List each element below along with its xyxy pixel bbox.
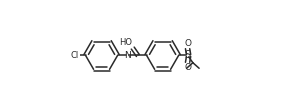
Text: Cl: Cl [70,51,78,60]
Text: O: O [185,39,192,48]
Text: S: S [184,51,191,60]
Text: HO: HO [119,38,132,47]
Text: N: N [124,51,131,60]
Text: O: O [185,63,192,72]
